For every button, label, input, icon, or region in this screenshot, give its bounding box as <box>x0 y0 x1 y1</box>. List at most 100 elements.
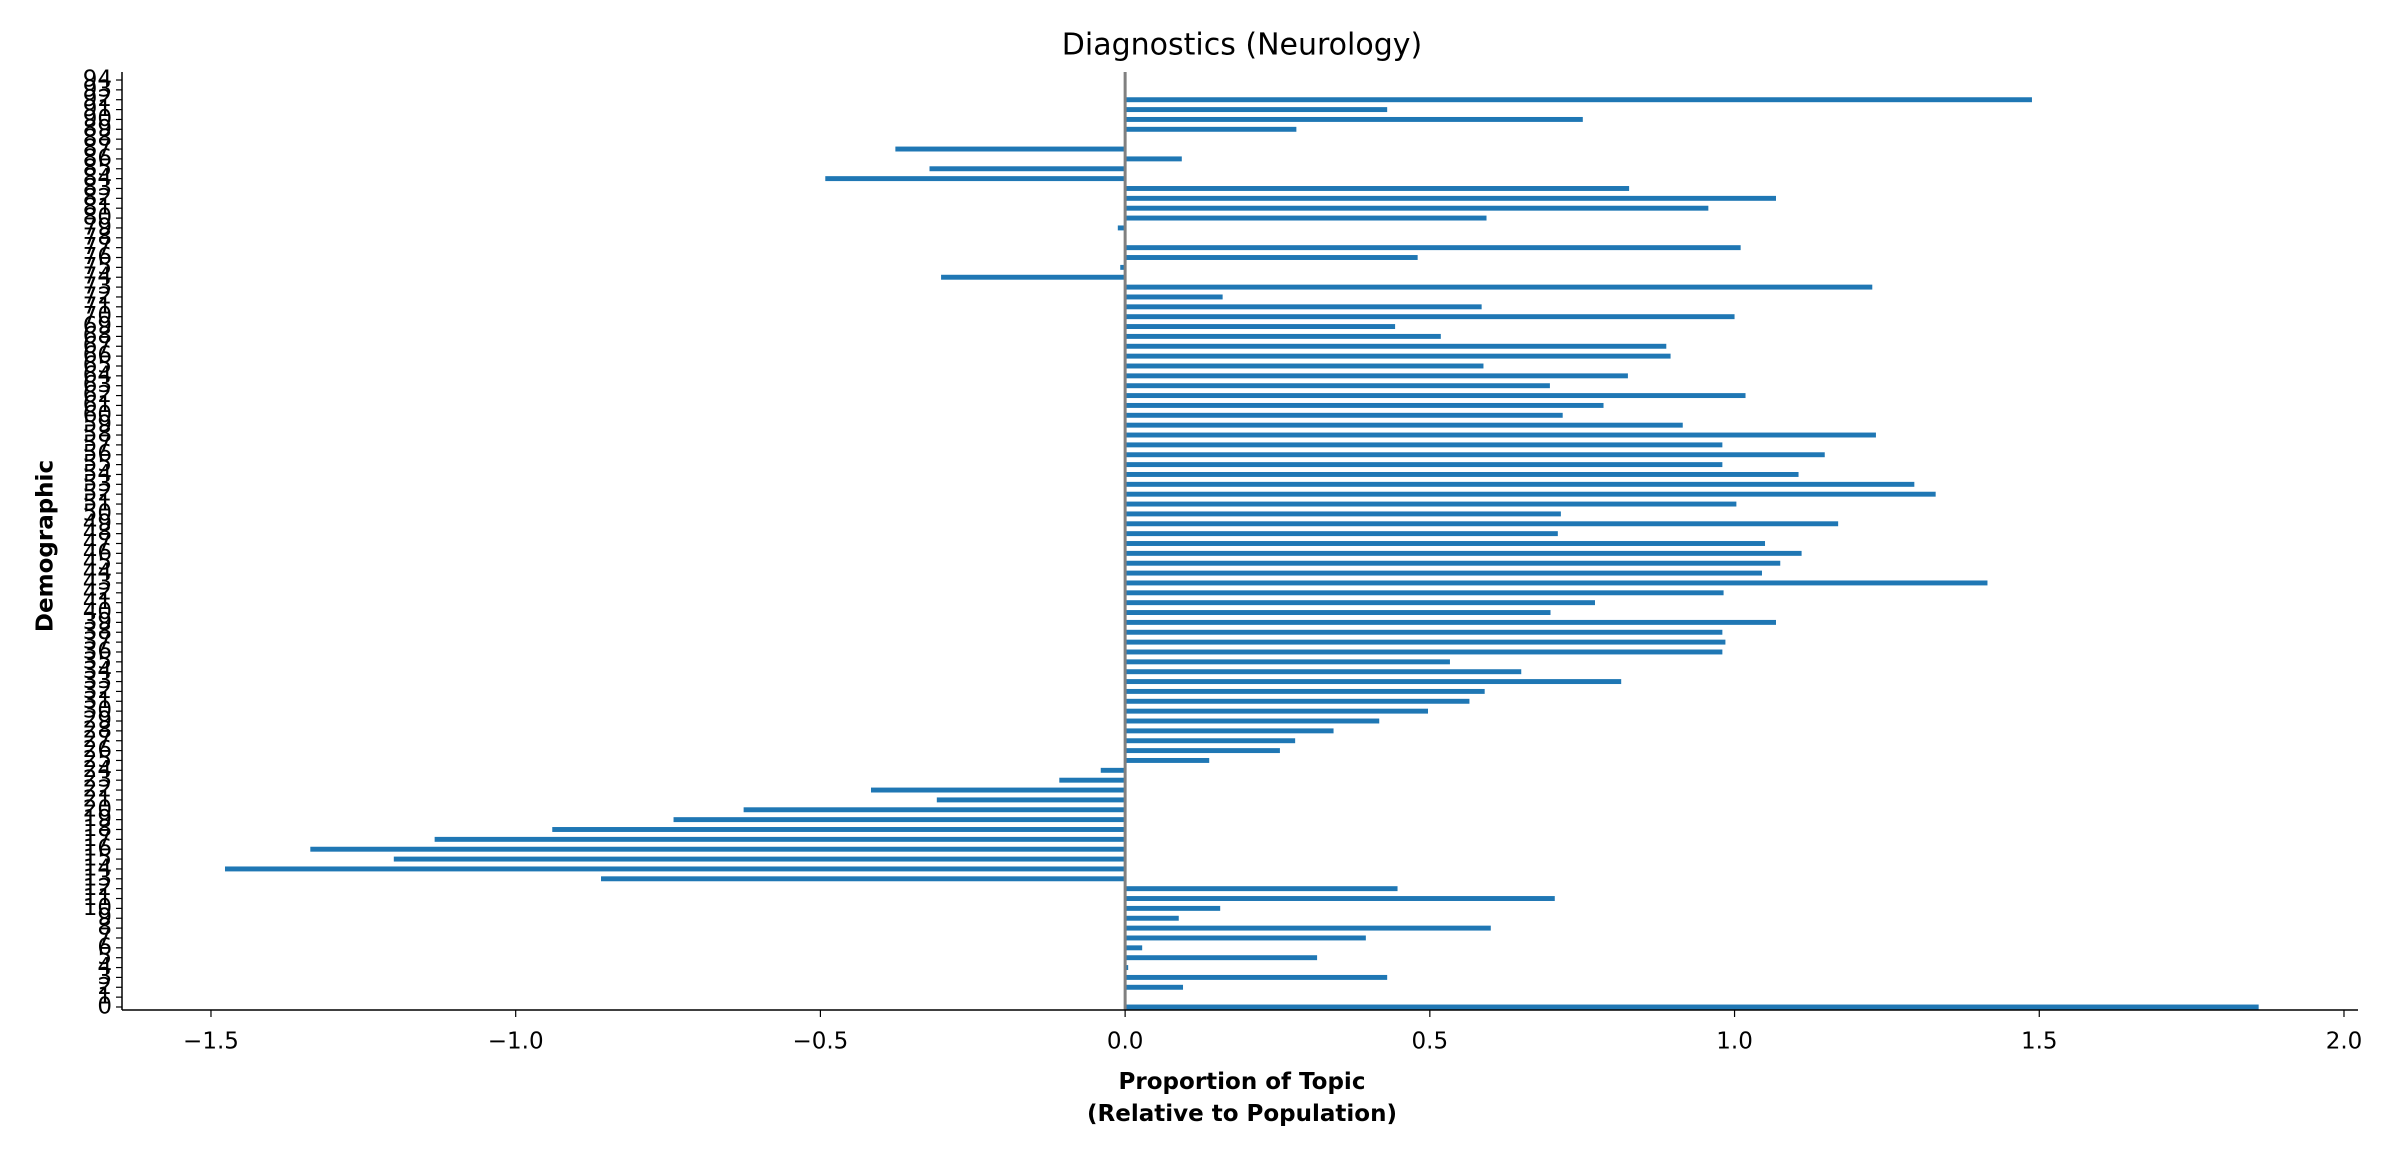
bar <box>1125 984 1184 990</box>
y-tick-label: 20 <box>83 796 112 822</box>
bar <box>1125 255 1418 260</box>
y-tick-label: 16 <box>83 836 112 862</box>
y-tick-label: 93 <box>83 76 112 102</box>
y-tick-label: 9 <box>97 905 112 931</box>
bar <box>941 274 1126 280</box>
bar <box>1125 570 1762 576</box>
y-tick-label: 76 <box>83 244 112 270</box>
bar <box>1125 945 1143 951</box>
y-tick-label: 12 <box>83 875 112 901</box>
bar <box>1125 422 1683 428</box>
bar <box>1125 363 1484 369</box>
y-tick-label: 15 <box>83 846 112 872</box>
y-tick-label: 54 <box>83 461 112 487</box>
y-tick-label: 73 <box>83 274 112 300</box>
y-tick-label: 72 <box>83 283 112 309</box>
bar <box>936 797 1126 803</box>
bar <box>1125 186 1630 191</box>
bar <box>1125 1004 2259 1010</box>
y-tick-label: 38 <box>83 619 112 645</box>
y-tick-label: 2 <box>97 974 112 1000</box>
bar <box>1117 225 1126 231</box>
y-tick-label: 23 <box>83 767 112 793</box>
y-tick-label: 70 <box>83 303 112 329</box>
bar <box>1125 205 1709 211</box>
x-tick-label: −0.5 <box>792 1029 848 1055</box>
y-tick-label: 22 <box>83 777 112 803</box>
bar <box>1125 195 1776 201</box>
bar <box>1100 767 1126 773</box>
y-tick-label: 87 <box>83 136 112 162</box>
bar <box>434 836 1126 842</box>
y-tick-label: 82 <box>83 185 112 211</box>
y-tick-label: 94 <box>83 67 112 93</box>
bar <box>1125 728 1334 734</box>
bar <box>1125 935 1366 941</box>
bar <box>393 856 1126 862</box>
bar <box>870 787 1126 793</box>
bar <box>1125 393 1746 399</box>
y-tick-label: 21 <box>83 786 112 812</box>
y-tick-label: 59 <box>83 412 112 438</box>
bar <box>1125 629 1723 635</box>
x-tick-label: 1.0 <box>1716 1029 1753 1055</box>
y-tick-label: 43 <box>83 569 112 595</box>
y-tick-label: 18 <box>83 816 112 842</box>
x-tick-label: 0.0 <box>1107 1029 1144 1055</box>
bar <box>1125 402 1604 408</box>
y-tick-label: 49 <box>83 510 112 536</box>
y-tick-label: 88 <box>83 126 112 152</box>
bar <box>1125 679 1622 685</box>
bar <box>1125 649 1723 655</box>
y-tick-label: 64 <box>83 362 112 388</box>
bar <box>1125 886 1398 892</box>
x-tick-label: −1.0 <box>488 1029 544 1055</box>
y-tick-label: 34 <box>83 658 112 684</box>
bar <box>1125 560 1781 566</box>
bar <box>1125 738 1296 744</box>
bar <box>1125 748 1280 754</box>
y-tick-label: 52 <box>83 481 112 507</box>
bar <box>1125 501 1737 507</box>
y-tick-label: 36 <box>83 638 112 664</box>
y-tick-label: 6 <box>97 934 112 960</box>
y-tick-label: 91 <box>83 96 112 122</box>
bar <box>1125 294 1223 300</box>
bar <box>1125 905 1221 911</box>
bar <box>1125 432 1876 438</box>
bar <box>1125 314 1735 320</box>
x-tick-label: 0.5 <box>1412 1029 1449 1055</box>
y-tick-label: 89 <box>83 116 112 142</box>
bar <box>1125 659 1450 665</box>
bar <box>1125 481 1915 487</box>
y-tick-label: 66 <box>83 343 112 369</box>
y-tick-label: 78 <box>83 224 112 250</box>
y-tick-label: 44 <box>83 560 112 586</box>
bar <box>1125 343 1667 349</box>
bar <box>673 817 1126 823</box>
y-tick-label: 47 <box>83 530 112 556</box>
bar <box>1125 462 1723 468</box>
bar <box>1125 718 1380 724</box>
bar <box>1120 264 1126 270</box>
y-tick-label: 10 <box>83 895 112 921</box>
bar <box>1125 698 1470 704</box>
y-tick-label: 17 <box>83 826 112 852</box>
bar <box>825 176 1126 182</box>
y-tick-label: 40 <box>83 599 112 625</box>
bar <box>1125 955 1318 961</box>
y-tick-label: 37 <box>83 629 112 655</box>
bar <box>1125 925 1491 931</box>
bar <box>224 866 1126 872</box>
bar <box>1125 156 1182 162</box>
bar <box>1125 353 1671 359</box>
y-tick-label: 4 <box>97 954 112 980</box>
bar <box>1125 688 1485 694</box>
y-tick-label: 1 <box>97 984 112 1010</box>
bar <box>1125 974 1388 980</box>
bar <box>1125 600 1595 606</box>
y-tick-label: 63 <box>83 372 112 398</box>
y-tick-label: 27 <box>83 727 112 753</box>
y-tick-label: 33 <box>83 668 112 694</box>
